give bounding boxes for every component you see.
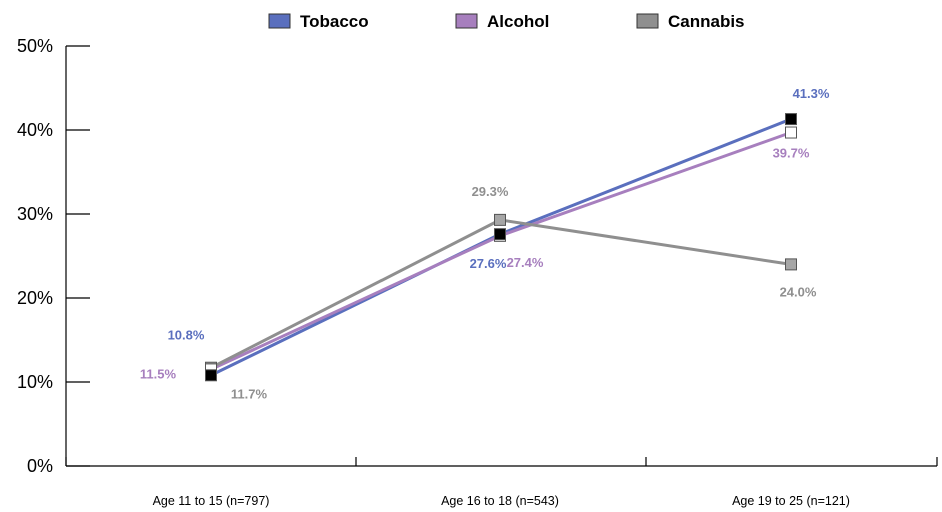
data-labels: 10.8% 27.6% 41.3% 11.5% 27.4% 39.7% 11.7% 29.3%…	[140, 86, 830, 402]
data-label-tobacco: 27.6%	[470, 256, 507, 271]
legend-swatch-alcohol	[455, 13, 478, 29]
data-label-cannabis: 24.0%	[780, 284, 817, 299]
y-tick-label: 40%	[17, 120, 53, 140]
data-label-tobacco: 10.8%	[168, 327, 205, 342]
x-category-label: Age 16 to 18 (n=543)	[441, 494, 559, 508]
data-label-alcohol: 11.5%	[140, 366, 177, 381]
series-line-cannabis	[210, 218, 792, 370]
series-lines	[210, 117, 792, 377]
legend-swatch-tobacco	[268, 13, 291, 29]
legend-label-tobacco: Tobacco	[300, 12, 369, 31]
y-tick-label: 20%	[17, 288, 53, 308]
data-point-marker	[785, 258, 797, 271]
data-point-marker	[494, 213, 506, 226]
data-label-alcohol: 27.4%	[507, 255, 544, 270]
axes: 0% 10% 20% 30% 40% 50% Age 11 to 15 (n=797) Age…	[17, 36, 938, 508]
x-category-label: Age 19 to 25 (n=121)	[732, 494, 850, 508]
data-point-marker	[785, 126, 797, 139]
data-label-cannabis: 29.3%	[472, 184, 509, 199]
data-point-marker	[785, 113, 797, 126]
data-label-cannabis: 11.7%	[231, 387, 268, 402]
series-markers	[205, 113, 797, 382]
legend-swatch-cannabis	[636, 13, 659, 29]
y-tick-label: 50%	[17, 36, 53, 56]
series-line-tobacco	[210, 117, 792, 377]
x-category-label: Age 11 to 15 (n=797)	[153, 494, 270, 508]
y-tick-label: 0%	[27, 456, 53, 476]
legend-label-cannabis: Cannabis	[668, 12, 745, 31]
legend: Tobacco Alcohol Cannabis	[268, 12, 745, 31]
data-label-alcohol: 39.7%	[773, 146, 810, 161]
legend-label-alcohol: Alcohol	[487, 12, 549, 31]
data-point-marker	[205, 369, 217, 382]
data-label-tobacco: 41.3%	[793, 86, 830, 101]
y-tick-label: 30%	[17, 204, 53, 224]
data-point-marker	[494, 228, 506, 241]
y-tick-label: 10%	[17, 372, 53, 392]
